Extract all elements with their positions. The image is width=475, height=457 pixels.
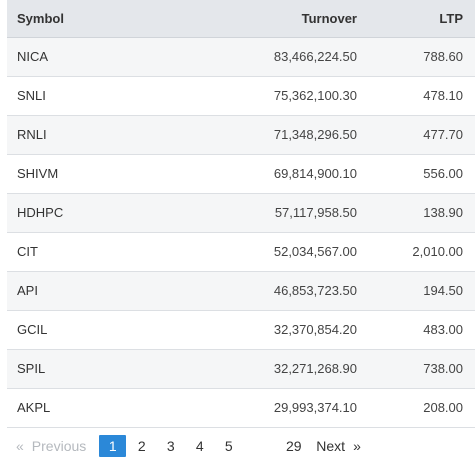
cell-ltp: 477.70 — [423, 127, 463, 142]
table-row: NICA 83,466,224.50 788.60 — [7, 37, 475, 76]
cell-ltp: 556.00 — [423, 166, 463, 181]
page-button-last[interactable]: 29 — [285, 438, 302, 454]
page-button-4[interactable]: 4 — [195, 438, 204, 454]
cell-turnover: 32,271,268.90 — [273, 361, 357, 376]
double-chevron-right-icon: » — [353, 438, 361, 454]
cell-ltp: 788.60 — [423, 49, 463, 64]
cell-turnover: 83,466,224.50 — [273, 49, 357, 64]
cell-turnover: 52,034,567.00 — [273, 244, 357, 259]
cell-turnover: 75,362,100.30 — [273, 88, 357, 103]
table-row: SHIVM 69,814,900.10 556.00 — [7, 154, 475, 193]
cell-ltp: 138.90 — [423, 205, 463, 220]
cell-symbol: SHIVM — [17, 166, 59, 181]
next-label: Next — [316, 438, 346, 454]
cell-turnover: 29,993,374.10 — [273, 400, 357, 415]
column-header-ltp[interactable]: LTP — [368, 0, 475, 38]
cell-ltp: 738.00 — [423, 361, 463, 376]
previous-page-button[interactable]: « Previous — [16, 438, 86, 454]
table-row: GCIL 32,370,854.20 483.00 — [7, 310, 475, 349]
cell-ltp: 478.10 — [423, 88, 463, 103]
page-button-2[interactable]: 2 — [137, 438, 146, 454]
table-row: HDHPC 57,117,958.50 138.90 — [7, 193, 475, 232]
cell-ltp: 2,010.00 — [412, 244, 463, 259]
cell-ltp: 194.50 — [423, 283, 463, 298]
cell-ltp: 483.00 — [423, 322, 463, 337]
previous-label: Previous — [31, 438, 87, 454]
table-row: CIT 52,034,567.00 2,010.00 — [7, 232, 475, 271]
cell-symbol: NICA — [17, 49, 49, 64]
cell-symbol: SPIL — [17, 361, 46, 376]
column-header-symbol[interactable]: Symbol — [7, 0, 177, 38]
table-row: RNLI 71,348,296.50 477.70 — [7, 115, 475, 154]
table-row: AKPL 29,993,374.10 208.00 — [7, 388, 475, 427]
cell-symbol: API — [17, 283, 38, 298]
page-button-3[interactable]: 3 — [166, 438, 175, 454]
cell-symbol: CIT — [17, 244, 38, 259]
cell-symbol: HDHPC — [17, 205, 64, 220]
cell-symbol: RNLI — [17, 127, 47, 142]
table-header-row: Symbol Turnover LTP — [7, 0, 475, 38]
pagination: « Previous 1 2 3 4 5 29 Next » — [16, 435, 361, 457]
page-button-5[interactable]: 5 — [224, 438, 233, 454]
cell-symbol: GCIL — [17, 322, 48, 337]
cell-turnover: 69,814,900.10 — [273, 166, 357, 181]
table-row: API 46,853,723.50 194.50 — [7, 271, 475, 310]
table-row: SNLI 75,362,100.30 478.10 — [7, 76, 475, 115]
turnover-table: Symbol Turnover LTP NICA 83,466,224.50 7… — [7, 0, 475, 428]
table-row: SPIL 32,271,268.90 738.00 — [7, 349, 475, 388]
cell-turnover: 46,853,723.50 — [273, 283, 357, 298]
cell-symbol: AKPL — [17, 400, 51, 415]
cell-symbol: SNLI — [17, 88, 46, 103]
double-chevron-left-icon: « — [16, 438, 24, 454]
column-header-turnover[interactable]: Turnover — [177, 0, 368, 38]
cell-turnover: 71,348,296.50 — [273, 127, 357, 142]
next-page-button[interactable]: Next » — [316, 438, 361, 454]
page-button-1[interactable]: 1 — [99, 435, 127, 457]
cell-turnover: 32,370,854.20 — [273, 322, 357, 337]
cell-ltp: 208.00 — [423, 400, 463, 415]
cell-turnover: 57,117,958.50 — [274, 205, 357, 220]
